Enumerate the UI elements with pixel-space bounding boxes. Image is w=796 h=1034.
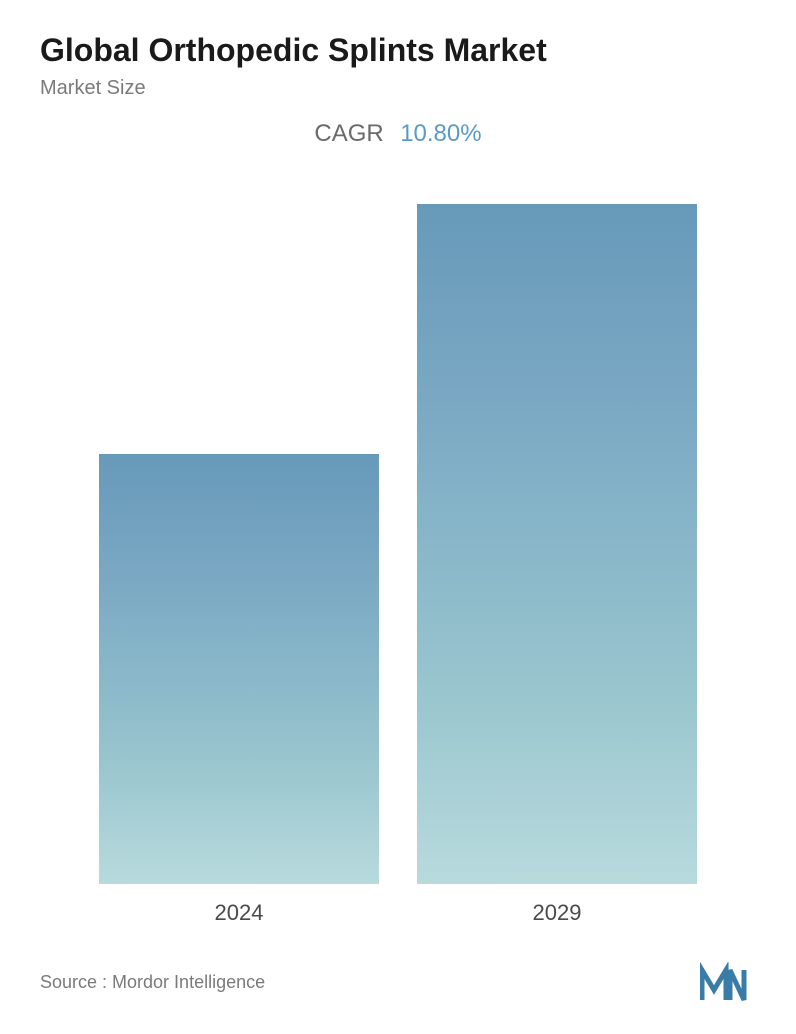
chart-area: 2024 2029 bbox=[40, 188, 756, 926]
chart-title: Global Orthopedic Splints Market bbox=[40, 32, 756, 69]
bar-2024 bbox=[99, 454, 379, 884]
chart-subtitle: Market Size bbox=[40, 77, 756, 100]
bar-group-2024: 2024 bbox=[99, 454, 379, 926]
chart-container: Global Orthopedic Splints Market Market … bbox=[0, 0, 796, 1034]
cagr-row: CAGR 10.80% bbox=[40, 120, 756, 148]
bar-2029 bbox=[417, 204, 697, 884]
cagr-value: 10.80% bbox=[400, 120, 481, 147]
bar-label-2029: 2029 bbox=[533, 900, 582, 926]
bar-label-2024: 2024 bbox=[215, 900, 264, 926]
footer: Source : Mordor Intelligence bbox=[40, 946, 756, 1002]
mordor-logo-icon bbox=[700, 962, 756, 1002]
bar-group-2029: 2029 bbox=[417, 204, 697, 926]
source-text: Source : Mordor Intelligence bbox=[40, 972, 265, 993]
cagr-label: CAGR bbox=[314, 120, 383, 147]
